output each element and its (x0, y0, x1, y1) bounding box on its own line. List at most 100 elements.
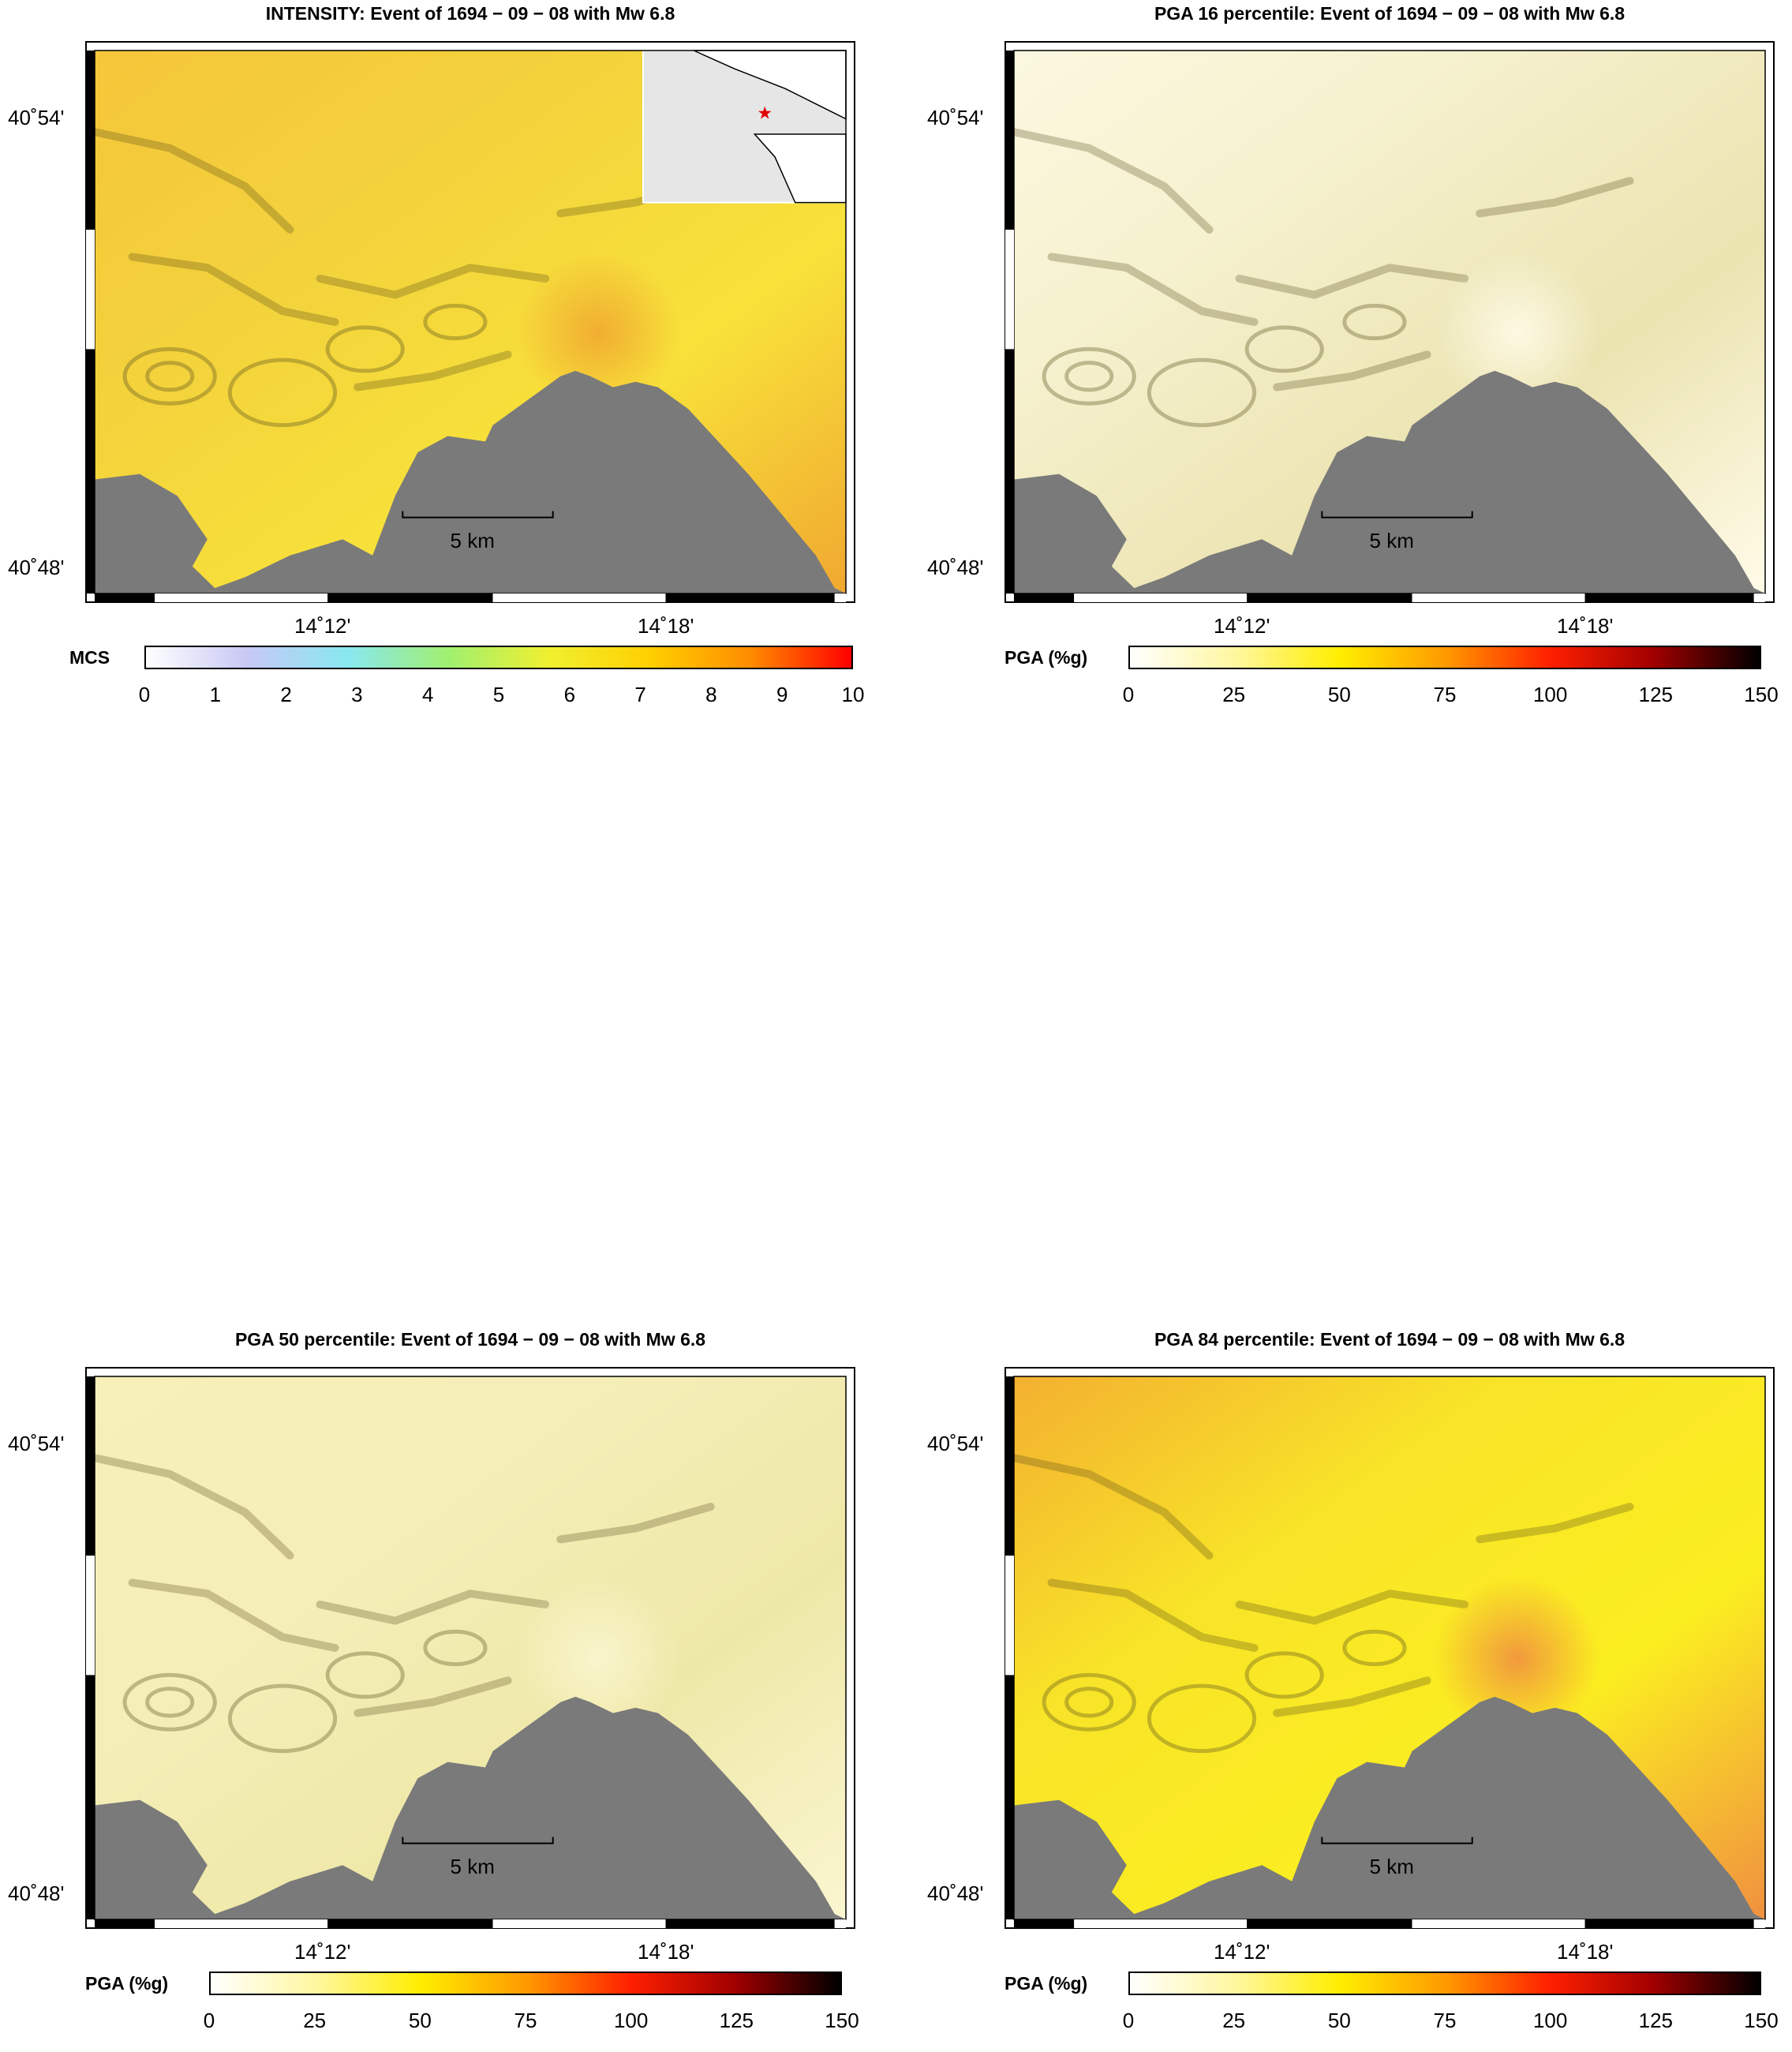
crater-relief (145, 1687, 195, 1718)
colorbar (209, 1971, 842, 1995)
pga16-map-panel: PGA 16 percentile: Event of 1694 − 09 − … (919, 0, 1792, 726)
colorbar-label: PGA (%g) (85, 1973, 169, 1994)
ridge-relief (1273, 350, 1431, 391)
crater-relief (122, 346, 217, 406)
scale-bar (1321, 511, 1473, 519)
colorbar-tick-label: 50 (408, 2009, 432, 2032)
sea-gulf-of-naples (1014, 370, 1765, 594)
crater-relief (1342, 303, 1407, 341)
crater-relief (227, 1683, 338, 1754)
ridge-relief (1476, 1503, 1634, 1544)
crater-relief (423, 1629, 488, 1667)
shaded-relief-map (1004, 1367, 1775, 1929)
sea-gulf-of-naples (1014, 1696, 1765, 1919)
latitude-label: 40˚54' (927, 1432, 984, 1455)
map-title: PGA 84 percentile: Event of 1694 − 09 − … (1154, 1329, 1626, 1350)
crater-relief (1147, 1683, 1257, 1754)
crater-relief (325, 325, 405, 373)
intensity-map-panel: INTENSITY: Event of 1694 − 09 − 08 with … (0, 0, 919, 726)
crater-relief (1244, 1651, 1324, 1699)
map-frame (85, 41, 855, 603)
crater-relief (325, 1651, 405, 1699)
crater-relief (122, 1672, 217, 1732)
colorbar-tick-label: 50 (1327, 683, 1351, 706)
scale-bar (402, 1837, 554, 1844)
crater-relief (227, 358, 338, 428)
sea-gulf-of-naples (95, 370, 846, 594)
colorbar-tick-label: 0 (138, 683, 151, 706)
crater-relief (1042, 1672, 1136, 1732)
colorbar-tick-label: 8 (705, 683, 717, 706)
ridge-relief (1047, 1578, 1259, 1652)
colorbar-label: MCS (69, 647, 110, 668)
ridge-relief (1273, 1676, 1431, 1717)
crater-relief (1042, 346, 1136, 406)
longitude-label: 14˚18' (1557, 1940, 1614, 1964)
scale-bar (402, 511, 554, 519)
sea-gulf-of-naples (95, 1696, 846, 1919)
ridge-relief (1235, 264, 1469, 299)
ridge-relief (1235, 1590, 1469, 1625)
colorbar-tick-label: 75 (514, 2009, 537, 2032)
latitude-label: 40˚48' (8, 556, 65, 579)
longitude-label: 14˚18' (638, 1940, 694, 1964)
latitude-label: 40˚54' (927, 106, 984, 129)
colorbar-tick-label: 25 (1222, 683, 1246, 706)
colorbar-tick-label: 100 (613, 2009, 649, 2032)
colorbar-tick-label: 25 (1222, 2009, 1246, 2032)
colorbar-tick-label: 75 (1433, 2009, 1457, 2032)
ridge-relief (128, 253, 339, 326)
colorbar-tick-label: 9 (776, 683, 788, 706)
colorbar-tick-label: 0 (1122, 2009, 1135, 2032)
intensity-hotspot (515, 251, 681, 414)
map-frame (1004, 1367, 1775, 1929)
colorbar (1128, 1971, 1761, 1995)
intensity-hotspot (1435, 251, 1600, 414)
intensity-hotspot (515, 1577, 681, 1740)
colorbar-tick-label: 7 (634, 683, 646, 706)
ridge-relief (91, 128, 294, 234)
latitude-label: 40˚48' (927, 556, 984, 579)
crater-relief (1064, 361, 1114, 392)
colorbar-label: PGA (%g) (1004, 647, 1088, 668)
colorbar-tick-label: 150 (825, 2009, 859, 2032)
colorbar-tick-label: 2 (280, 683, 292, 706)
scale-bar-label: 5 km (1369, 1854, 1414, 1878)
colorbar-tick-label: 1 (209, 683, 222, 706)
colorbar-tick-label: 75 (1433, 683, 1457, 706)
colorbar-tick-label: 125 (1638, 683, 1674, 706)
shaded-relief-map (1004, 41, 1775, 603)
ridge-relief (1476, 177, 1634, 218)
longitude-label: 14˚12' (294, 1940, 351, 1964)
scale-bar-label: 5 km (450, 528, 495, 552)
longitude-label: 14˚12' (1214, 1940, 1270, 1964)
latitude-label: 40˚54' (8, 1432, 65, 1455)
crater-relief (423, 303, 488, 341)
map-title: PGA 50 percentile: Event of 1694 − 09 − … (234, 1329, 706, 1350)
longitude-label: 14˚12' (1214, 614, 1270, 638)
longitude-label: 14˚12' (294, 614, 351, 638)
colorbar (144, 646, 853, 669)
crater-relief (1342, 1629, 1407, 1667)
colorbar-tick-label: 3 (351, 683, 363, 706)
scale-bar (1321, 1837, 1473, 1844)
ridge-relief (1047, 253, 1259, 326)
colorbar-tick-label: 150 (1744, 2009, 1779, 2032)
epicenter-star-icon: ★ (757, 103, 773, 123)
colorbar (1128, 646, 1761, 669)
colorbar-tick-label: 5 (492, 683, 505, 706)
colorbar-tick-label: 150 (1744, 683, 1779, 706)
crater-relief (1244, 325, 1324, 373)
ridge-relief (556, 1503, 715, 1544)
location-inset-map: ★ (642, 50, 847, 204)
colorbar-label: PGA (%g) (1004, 1973, 1088, 1994)
colorbar-tick-label: 125 (1638, 2009, 1674, 2032)
scale-bar-label: 5 km (450, 1854, 495, 1878)
colorbar-tick-label: 6 (563, 683, 576, 706)
ridge-relief (1010, 128, 1214, 234)
map-title: PGA 16 percentile: Event of 1694 − 09 − … (1154, 3, 1626, 24)
colorbar-tick-label: 50 (1327, 2009, 1351, 2032)
ridge-relief (316, 1590, 550, 1625)
colorbar-tick-label: 0 (1122, 683, 1135, 706)
longitude-label: 14˚18' (1557, 614, 1614, 638)
